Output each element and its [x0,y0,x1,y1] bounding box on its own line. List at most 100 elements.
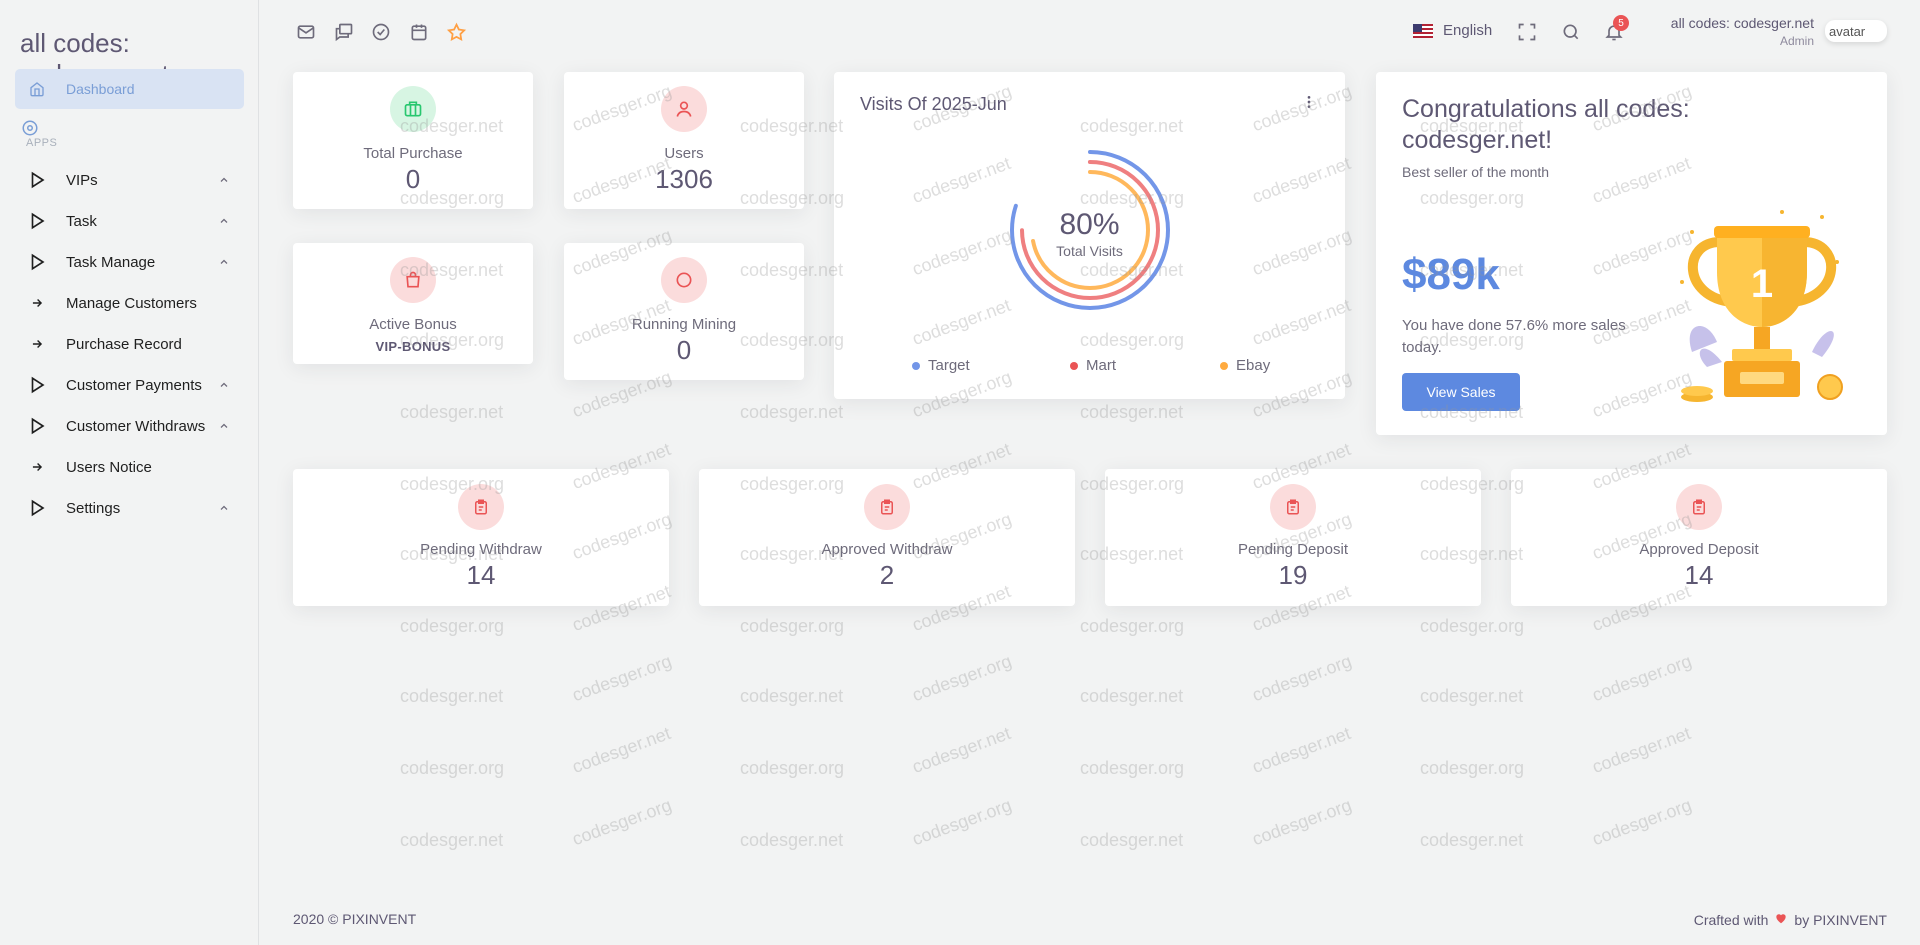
watermark-text: codesger.net [1249,723,1354,778]
watermark-text: codesger.net [400,402,504,422]
ring-mart [1020,160,1160,300]
ring-target [1010,150,1170,310]
visits-title: Visits Of 2025-Jun [860,94,1007,114]
stat-label: Approved Deposit [1639,541,1759,558]
check-circle-icon[interactable] [371,22,391,47]
chevron-up-icon [218,255,230,273]
sidebar-item-task[interactable]: Task [25,209,240,233]
sidebar-item-label: Users Notice [66,458,152,476]
sales-amount: $89k [1402,250,1500,299]
sidebar-item-settings[interactable]: Settings [25,496,240,520]
heart-icon [1774,911,1788,928]
sidebar-item-label: VIPs [66,171,98,189]
sidebar-item-vips[interactable]: VIPs [25,168,240,192]
legend-target: Target [912,357,970,374]
sidebar-item-users-notice[interactable]: Users Notice [25,455,240,479]
active-bonus-card: Active Bonus VIP-BONUS [293,243,533,364]
watermark-text: codesger.net [1420,686,1524,706]
watermark-text: codesger.org [400,758,505,778]
fullscreen-icon[interactable] [1517,22,1537,47]
legend-dot [1220,361,1228,370]
legend-mart: Mart [1070,357,1116,374]
congratulations-card: Congratulations all codes: codesger.net!… [1376,72,1887,435]
pending-withdraw-card: Pending Withdraw 14 [293,469,669,606]
star-icon[interactable] [446,22,467,48]
legend-dot [1070,361,1078,370]
circle-icon [661,257,707,303]
running-mining-card: Running Mining 0 [564,243,804,380]
sidebar-item-label: Dashboard [66,81,135,97]
stat-label: Total Purchase [363,145,463,162]
watermark-text: codesger.org [909,650,1015,706]
mail-icon[interactable] [296,22,316,47]
search-icon[interactable] [1561,22,1581,47]
sidebar-item-customer-payments[interactable]: Customer Payments [25,373,240,397]
sidebar-item-label: Settings [66,499,121,517]
watermark-text: codesger.net [1080,402,1184,422]
sidebar-item-manage-customers[interactable]: Manage Customers [25,291,240,315]
sidebar-item-label: Customer Payments [66,376,202,394]
sidebar-item-task-manage[interactable]: Task Manage [25,250,240,274]
watermark-text: codesger.org [740,616,845,636]
play-icon [25,373,49,397]
watermark-text: codesger.net [569,723,674,778]
legend-label: Mart [1086,357,1116,374]
watermark-text: codesger.org [400,616,505,636]
watermark-text: codesger.org [1249,794,1355,850]
stat-value: 0 [676,335,692,365]
clipboard-icon [864,484,910,530]
approved-withdraw-card: Approved Withdraw 2 [699,469,1075,606]
user-icon [661,86,707,132]
user-name[interactable]: all codes: codesger.net [1670,15,1814,31]
sidebar-item-purchase-record[interactable]: Purchase Record [25,332,240,356]
watermark-text: codesger.net [1589,723,1694,778]
watermark-text: codesger.net [740,686,844,706]
sidebar-item-customer-withdraws[interactable]: Customer Withdraws [25,414,240,438]
stat-label: Active Bonus [369,316,457,333]
stat-value: VIP-BONUS [375,339,451,354]
watermark-text: codesger.org [1589,794,1695,850]
more-vertical-icon[interactable] [1301,94,1317,115]
stat-value: 1306 [655,164,713,194]
visits-center-label: Total Visits [1056,243,1123,259]
shopping-bag-icon [390,257,436,303]
play-icon [25,250,49,274]
watermark-text: codesger.net [1080,830,1184,850]
watermark-text: codesger.org [1589,650,1695,706]
legend-dot [912,361,920,370]
stat-value: 14 [466,560,496,590]
watermark-text: codesger.net [1420,830,1524,850]
view-sales-button[interactable]: View Sales [1402,373,1520,411]
trophy-icon: 1 [1680,210,1843,402]
svg-text:1: 1 [1751,262,1773,306]
legend-label: Ebay [1236,357,1271,374]
watermark-text: codesger.net [740,830,844,850]
watermark-text: codesger.org [1080,616,1185,636]
play-icon [25,496,49,520]
stat-label: Approved Withdraw [821,541,953,558]
watermark-text: codesger.org [1249,650,1355,706]
footer-credit-prefix: Crafted with [1693,911,1769,928]
stat-value: 14 [1684,560,1714,590]
calendar-icon[interactable] [409,22,429,47]
clipboard-icon [1270,484,1316,530]
watermark-text: codesger.org [1420,758,1525,778]
visits-card: Visits Of 2025-Jun 80% Total Visits Targ… [834,72,1345,399]
watermark-text: codesger.net [1080,686,1184,706]
users-card: Users 1306 [564,72,804,209]
legend-ebay: Ebay [1220,357,1270,374]
sidebar-item-label: Manage Customers [66,294,197,312]
play-icon [25,168,49,192]
total-purchase-card: Total Purchase 0 [293,72,533,209]
footer-credit-suffix: by PIXINVENT [1794,911,1887,928]
language-selector[interactable]: English [1413,22,1492,39]
watermark-text: codesger.net [909,723,1014,778]
sidebar-item-dashboard[interactable]: Dashboard [15,69,244,109]
avatar[interactable]: avatar [1825,20,1887,42]
chevron-up-icon [218,419,230,437]
ring-ebay [1030,170,1150,290]
chat-icon[interactable] [334,22,354,47]
watermark-text: codesger.org [740,758,845,778]
stat-value: 2 [879,560,895,590]
stat-value: 19 [1278,560,1308,590]
